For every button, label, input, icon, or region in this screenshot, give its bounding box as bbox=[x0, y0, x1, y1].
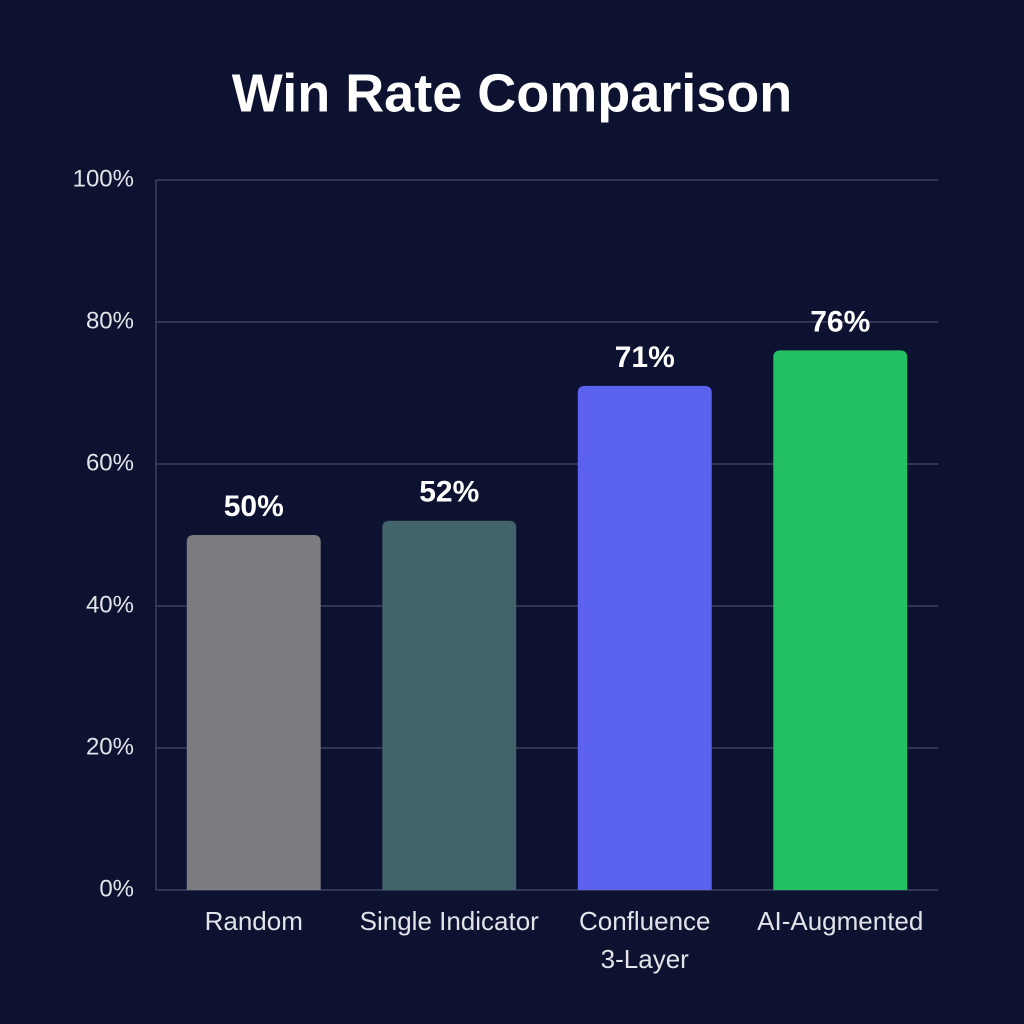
value-label: 71% bbox=[615, 341, 675, 374]
y-tick-label: 100% bbox=[73, 165, 134, 192]
value-label: 50% bbox=[224, 490, 284, 523]
value-label: 76% bbox=[810, 305, 870, 338]
bar bbox=[577, 385, 712, 890]
y-tick-label: 20% bbox=[86, 733, 134, 760]
bar bbox=[382, 520, 517, 890]
x-tick-label: Single Indicator bbox=[360, 906, 540, 936]
x-tick-label: Random bbox=[205, 906, 303, 936]
y-tick-label: 40% bbox=[86, 591, 134, 618]
y-tick-label: 80% bbox=[86, 307, 134, 334]
x-tick-label: AI-Augmented bbox=[757, 906, 923, 936]
y-tick-label: 60% bbox=[86, 449, 134, 476]
bar bbox=[773, 350, 908, 890]
x-tick-label: Confluence 3-Layer bbox=[579, 906, 711, 974]
y-tick-label: 0% bbox=[99, 875, 134, 902]
value-label: 52% bbox=[419, 476, 479, 509]
chart-title: Win Rate Comparison bbox=[232, 63, 793, 123]
bar bbox=[186, 535, 321, 890]
